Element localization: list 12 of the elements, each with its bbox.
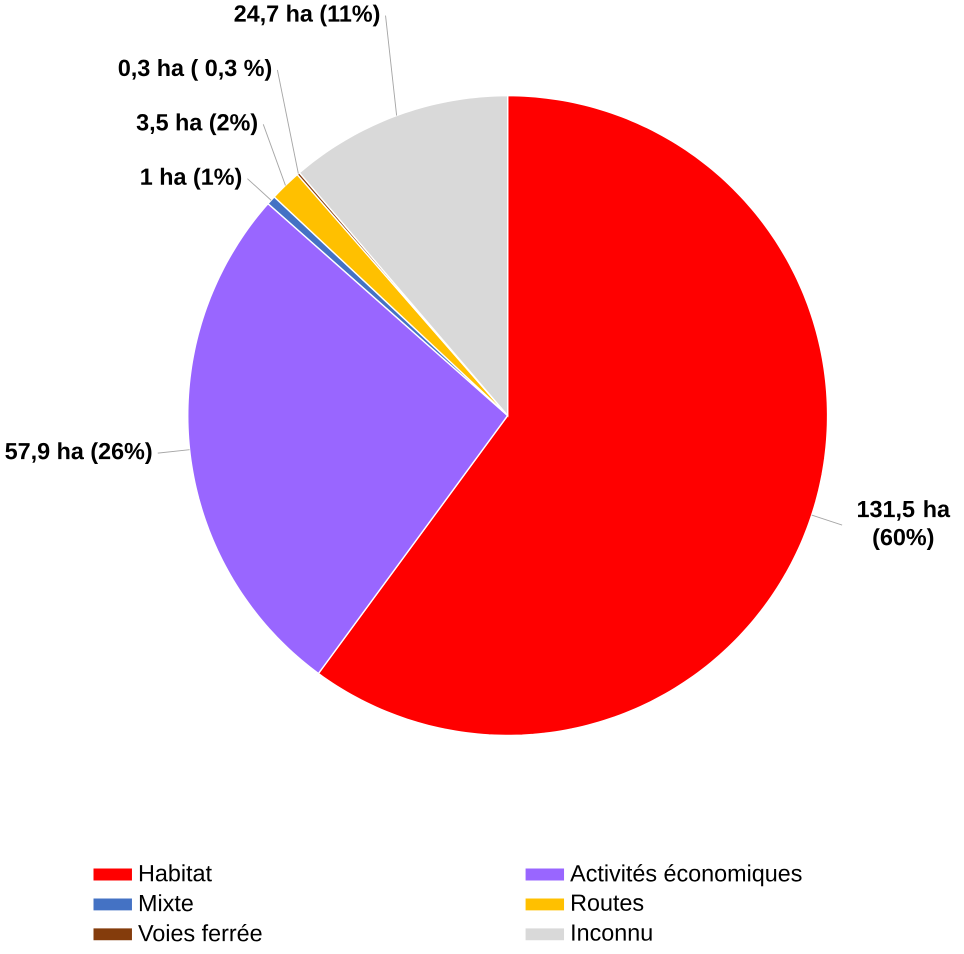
data-label: 3,5 ha (2%) <box>136 113 257 136</box>
legend-label: Voies ferrée <box>138 924 262 942</box>
data-label: 131,5 ha (60%) <box>858 500 950 550</box>
data-label: 0,3 ha ( 0,3 %) <box>118 59 272 81</box>
legend-label: Routes <box>572 894 644 911</box>
data-label: 24,7 ha (11%) <box>234 4 380 26</box>
legend-label: Activités économiques <box>570 864 802 886</box>
data-label: 1 ha (1%) <box>141 168 242 190</box>
data-label: 57,9 ha (26%) <box>5 442 152 464</box>
legend-label: Mixte <box>140 894 193 912</box>
legend-label: Inconnu <box>572 924 652 941</box>
legend-label: Habitat <box>140 864 212 882</box>
